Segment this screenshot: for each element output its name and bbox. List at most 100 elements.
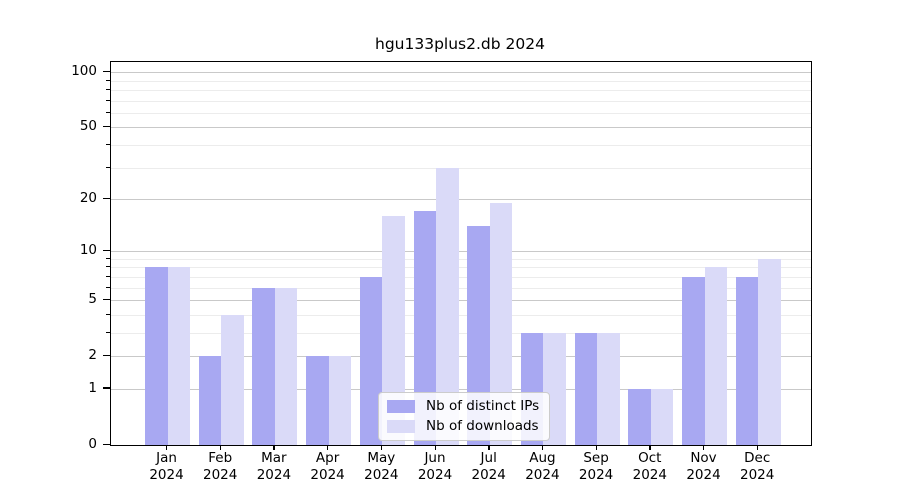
bar-distinct-ips [682, 276, 705, 445]
legend-swatch-downloads [387, 419, 415, 433]
y-axis-minor-tick [106, 331, 110, 333]
y-axis-tick-label: 20 [79, 190, 97, 207]
x-axis-tick [541, 445, 544, 450]
x-axis-year-label: 2024 [740, 467, 775, 483]
y-axis-minor-tick [106, 266, 110, 268]
x-axis-month-label: Aug [529, 450, 556, 466]
y-axis-minor-tick [106, 166, 110, 168]
x-axis-tick [595, 445, 597, 450]
y-axis-tick [103, 387, 110, 389]
x-axis-tick [756, 445, 759, 450]
x-axis-tick [327, 445, 329, 450]
y-axis-tick-label: 1 [88, 379, 97, 396]
legend-label-downloads: Nb of downloads [426, 418, 539, 434]
bar-downloads [597, 332, 620, 445]
bar-distinct-ips [359, 276, 383, 445]
minor-gridline [111, 100, 811, 102]
chart-title: hgu133plus2.db 2024 [375, 35, 545, 53]
minor-gridline [111, 287, 811, 289]
x-axis-tick-label: Jul 2024 [454, 450, 524, 484]
bar-downloads [274, 287, 298, 445]
major-gridline [111, 199, 811, 201]
x-axis-tick-label: Mar 2024 [239, 450, 309, 484]
x-axis-tick [703, 445, 705, 450]
bar-downloads [650, 388, 674, 445]
bar-downloads [489, 202, 513, 445]
x-axis-year-label: 2024 [471, 467, 506, 483]
y-axis-minor-tick [106, 111, 110, 113]
bar-downloads [221, 314, 244, 445]
major-gridline [111, 251, 811, 253]
y-axis-tick-label: 0 [88, 436, 97, 452]
minor-gridline [111, 267, 811, 269]
legend-label-distinct-ips: Nb of distinct IPs [426, 398, 540, 414]
minor-gridline [111, 332, 811, 334]
legend: Nb of distinct IPs Nb of downloads [378, 392, 551, 441]
x-axis-year-label: 2024 [310, 467, 345, 483]
y-axis-minor-tick [106, 275, 110, 277]
x-axis-tick-label: Feb 2024 [185, 450, 255, 484]
bar-downloads [328, 356, 352, 445]
x-axis-tick-label: Dec 2024 [722, 450, 792, 484]
minor-gridline [111, 89, 811, 91]
bar-distinct-ips [198, 356, 222, 445]
legend-item-downloads: Nb of downloads [387, 418, 539, 434]
x-axis-tick [380, 445, 383, 450]
x-axis-month-label: May [367, 450, 396, 466]
x-axis-tick-label: Sep 2024 [561, 450, 631, 484]
y-axis-tick [103, 298, 110, 301]
legend-swatch-distinct-ips [387, 399, 415, 413]
y-axis-minor-tick [106, 286, 110, 288]
bar-distinct-ips [467, 226, 490, 445]
x-axis-month-label: Dec [744, 450, 771, 466]
y-axis-tick [103, 125, 110, 128]
y-axis-minor-tick [106, 143, 110, 145]
minor-gridline [111, 144, 811, 146]
x-axis-tick-label: May 2024 [346, 450, 416, 484]
y-axis-tick [103, 443, 110, 445]
x-axis-year-label: 2024 [256, 467, 292, 483]
bar-distinct-ips [574, 332, 598, 445]
y-axis-tick [103, 354, 110, 357]
bar-distinct-ips [628, 388, 651, 445]
minor-gridline [111, 258, 811, 260]
minor-gridline [111, 167, 811, 169]
bar-downloads [758, 258, 781, 445]
major-gridline [111, 127, 811, 129]
major-gridline [111, 356, 811, 358]
bar-downloads [167, 267, 190, 445]
y-axis-minor-tick [106, 313, 110, 315]
minor-gridline [111, 276, 811, 278]
minor-gridline [111, 112, 811, 114]
y-axis-tick-label: 2 [88, 347, 97, 364]
x-axis-year-label: 2024 [364, 467, 399, 483]
y-axis-minor-tick [106, 88, 110, 90]
x-axis-month-label: Feb [208, 450, 233, 466]
y-axis-minor-tick [106, 257, 110, 259]
x-axis-month-label: Nov [690, 450, 717, 466]
x-axis-tick-label: Nov 2024 [669, 450, 739, 484]
minor-gridline [111, 314, 811, 316]
minor-gridline [111, 80, 811, 82]
y-axis-tick [103, 70, 110, 73]
major-gridline [111, 72, 811, 74]
x-axis-year-label: 2024 [417, 467, 453, 483]
x-axis-tick [273, 445, 275, 450]
y-axis-minor-tick [106, 99, 110, 101]
x-axis-month-label: Oct [638, 450, 662, 466]
bar-downloads [704, 267, 727, 445]
x-axis-tick-label: Apr 2024 [293, 450, 363, 484]
y-axis-minor-tick [106, 79, 110, 81]
major-gridline [111, 300, 811, 302]
bar-distinct-ips [735, 276, 759, 445]
legend-item-distinct-ips: Nb of distinct IPs [387, 398, 539, 414]
x-axis-month-label: Apr [315, 450, 340, 466]
x-axis-month-label: Jul [480, 450, 497, 466]
plot-area [110, 61, 812, 446]
y-axis-tick-label: 100 [71, 63, 97, 80]
bar-distinct-ips [252, 287, 275, 445]
y-axis-tick-label: 5 [88, 291, 97, 308]
x-axis-month-label: Jun [424, 450, 446, 466]
x-axis-month-label: Jan [156, 450, 177, 466]
